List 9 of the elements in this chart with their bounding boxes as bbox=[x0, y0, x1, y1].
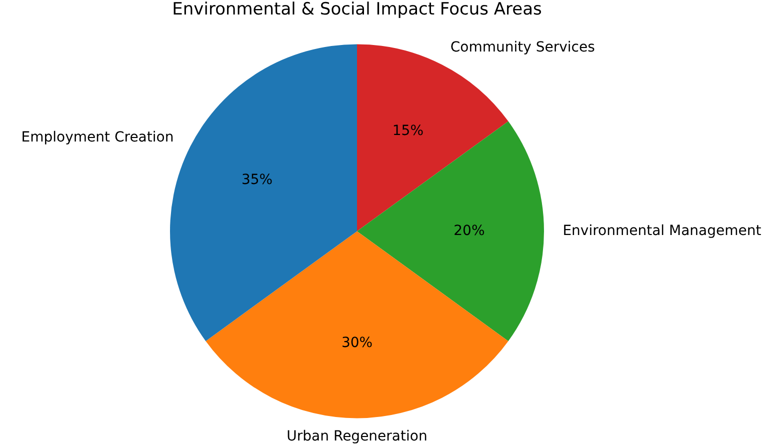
chart-title: Environmental & Social Impact Focus Areas bbox=[172, 0, 542, 20]
slice-label: Environmental Management bbox=[562, 222, 762, 239]
data-label: 15% bbox=[392, 122, 424, 139]
slice-label: Urban Regeneration bbox=[286, 428, 428, 445]
data-label: 20% bbox=[454, 222, 485, 239]
data-label: 30% bbox=[341, 335, 373, 352]
slice-label: Employment Creation bbox=[21, 129, 174, 146]
data-label: 35% bbox=[241, 172, 273, 188]
slice-label: Community Services bbox=[450, 40, 595, 56]
